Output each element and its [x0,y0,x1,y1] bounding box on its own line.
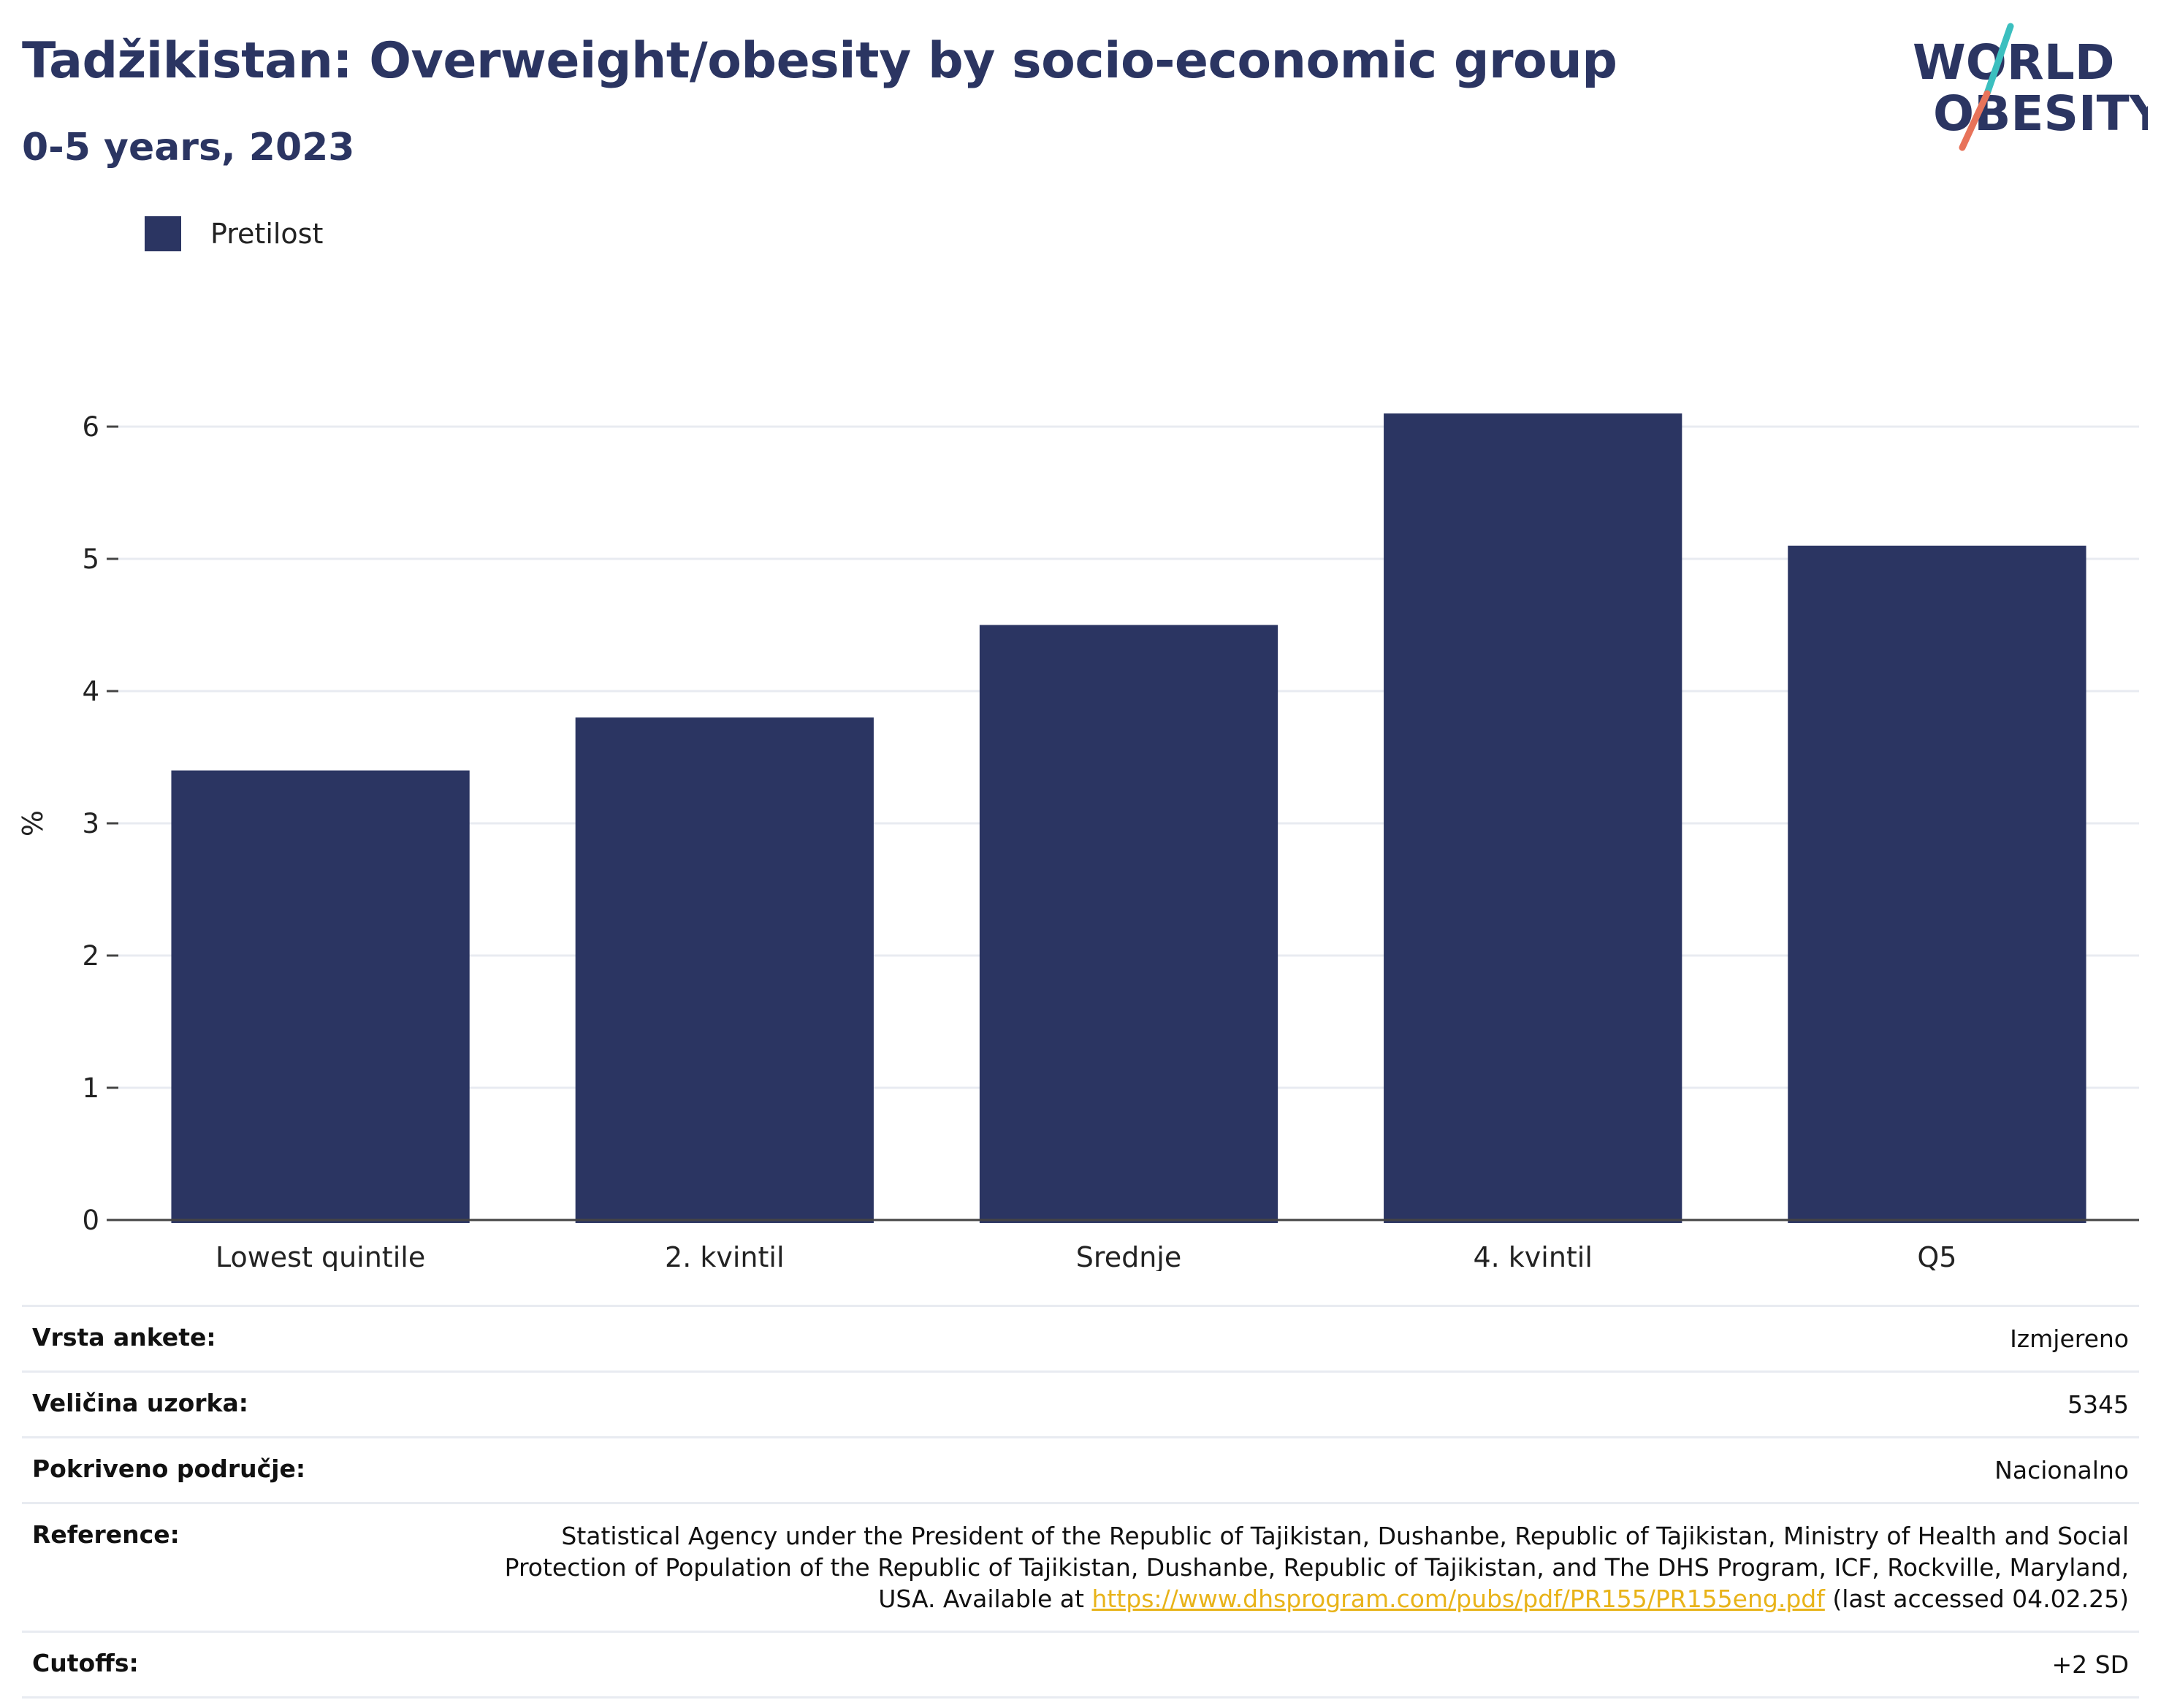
survey-info-table: Vrsta ankete: Izmjereno Veličina uzorka:… [22,1305,2139,1699]
coverage-row: Pokriveno područje: Nacionalno [22,1436,2139,1503]
y-tick-label: 6 [82,411,99,443]
logo-word-world: WORLD [1913,34,2115,91]
logo-slash-teal [1983,23,2014,97]
reference-text: Statistical Agency under the President o… [504,1522,2129,1613]
world-obesity-logo: WORLD OBESITY [1913,23,2148,151]
chart-title: Tadžikistan: Overweight/obesity by socio… [22,32,1617,90]
logo-slash-coral [1959,90,1991,151]
legend: Pretilost [145,216,323,251]
bar [1788,545,2086,1223]
chart-subtitle: 0-5 years, 2023 [22,126,355,169]
sample-size-row: Veličina uzorka: 5345 [22,1370,2139,1438]
cutoffs-value: +2 SD [481,1631,2139,1699]
y-axis-label: % [17,810,49,836]
y-tick-label: 4 [82,676,99,707]
y-tick-label: 2 [82,940,99,972]
bar [1384,413,1682,1223]
x-tick-label: Lowest quintile [216,1241,425,1271]
bar [575,717,874,1223]
bar [979,625,1278,1223]
legend-label: Pretilost [210,218,324,250]
reference-value: Statistical Agency under the President o… [481,1502,2139,1632]
y-tick-label: 5 [82,544,99,575]
y-tick-label: 3 [82,808,99,839]
cutoffs-label: Cutoffs: [22,1631,481,1699]
bar [171,770,470,1223]
x-tick-label: 2. kvintil [665,1241,785,1271]
sample-size-value: 5345 [481,1370,2139,1438]
cutoffs-row: Cutoffs: +2 SD [22,1631,2139,1699]
x-tick-label: Q5 [1917,1241,1956,1271]
reference-row: Reference: Statistical Agency under the … [22,1502,2139,1632]
bar-chart: 0 1 2 3 4 5 6 Lowest quintile 2. kvintil Srednje 4… [17,411,2139,1271]
survey-type-value: Izmjereno [481,1305,2139,1372]
reference-accessed: (last accessed 04.02.25) [1832,1585,2129,1613]
bars [171,413,2086,1223]
axis-ticks: 0 1 2 3 4 5 6 Lowest quintile 2. kvintil Srednje 4… [82,411,1956,1271]
x-tick-label: 4. kvintil [1473,1241,1593,1271]
legend-swatch [145,216,181,251]
survey-type-row: Vrsta ankete: Izmjereno [22,1305,2139,1372]
y-tick-label: 1 [82,1072,99,1104]
sample-size-label: Veličina uzorka: [22,1370,481,1438]
x-tick-label: Srednje [1076,1241,1181,1271]
reference-link[interactable]: https://www.dhsprogram.com/pubs/pdf/PR15… [1091,1585,1825,1613]
coverage-value: Nacionalno [481,1436,2139,1503]
coverage-label: Pokriveno područje: [22,1436,481,1503]
survey-type-label: Vrsta ankete: [22,1305,481,1372]
reference-label: Reference: [22,1502,481,1632]
y-tick-label: 0 [82,1205,99,1236]
